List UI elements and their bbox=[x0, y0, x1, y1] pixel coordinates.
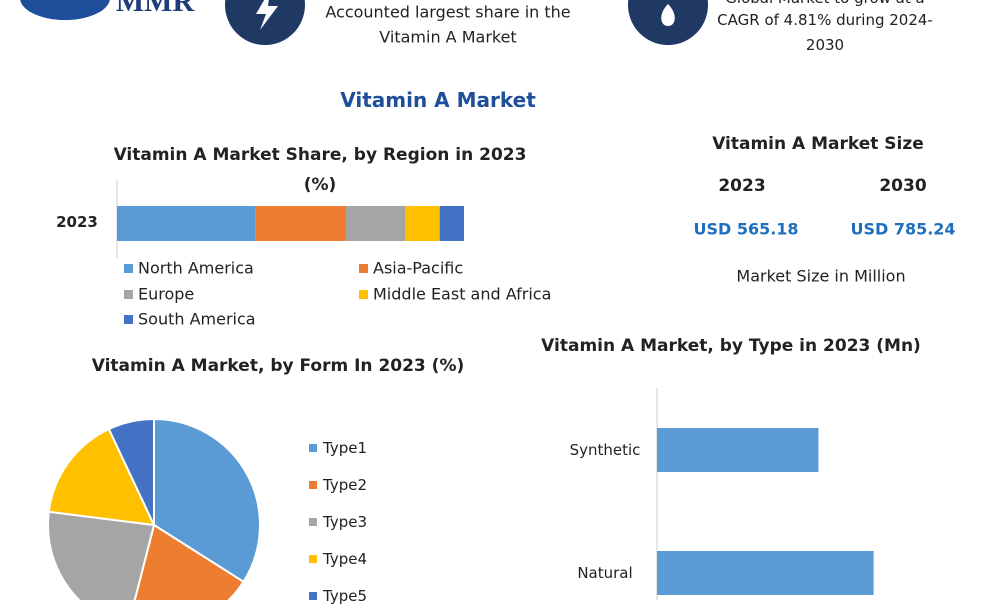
bar bbox=[657, 551, 874, 595]
growth-text: Global Market to grow at a bbox=[725, 0, 924, 7]
share-text: Vitamin A Market bbox=[379, 27, 517, 47]
legend-swatch bbox=[359, 264, 368, 273]
bar-segment bbox=[439, 206, 464, 241]
year-label: 2023 bbox=[718, 176, 766, 196]
bar bbox=[657, 428, 819, 472]
legend-swatch bbox=[309, 555, 317, 563]
legend-swatch bbox=[124, 290, 133, 299]
market-size-note: Market Size in Million bbox=[736, 266, 906, 286]
pie-slice bbox=[107, 417, 155, 526]
legend-label: Type1 bbox=[323, 439, 367, 457]
chart-title: Vitamin A Market Share, by Region in 202… bbox=[113, 145, 527, 195]
bar-segment bbox=[346, 206, 406, 241]
pie-slice bbox=[47, 427, 156, 527]
legend-label: Type5 bbox=[323, 587, 367, 605]
legend-label: Europe bbox=[138, 284, 195, 304]
market-size-value: USD 785.24 bbox=[850, 219, 956, 239]
growth-text: CAGR of 4.81% during 2024- bbox=[717, 11, 933, 29]
market-size-value: USD 565.18 bbox=[693, 219, 799, 239]
flame-icon bbox=[661, 4, 675, 26]
legend-swatch bbox=[309, 518, 317, 526]
lightning-icon bbox=[256, 0, 278, 30]
legend-label: South America bbox=[138, 309, 256, 329]
legend-swatch bbox=[309, 592, 317, 600]
legend-swatch bbox=[359, 290, 368, 299]
growth-text: 2030 bbox=[805, 36, 845, 54]
chart-title: Vitamin A Market, by Form In 2023 (%) bbox=[91, 356, 465, 376]
pie-slice bbox=[47, 510, 156, 600]
bar-segment bbox=[405, 206, 440, 241]
legend-label: Type3 bbox=[323, 513, 367, 531]
legend-swatch bbox=[124, 315, 133, 324]
legend-label: Type4 bbox=[323, 550, 367, 568]
year-label: 2030 bbox=[879, 176, 927, 196]
share-text: Accounted largest share in the bbox=[325, 2, 571, 22]
legend-label: Type2 bbox=[323, 476, 367, 494]
legend-swatch bbox=[309, 481, 317, 489]
market-size-title: Vitamin A Market Size bbox=[712, 134, 924, 154]
legend-label: North America bbox=[138, 258, 254, 278]
category-label: 2023 bbox=[56, 213, 98, 231]
logo-globe bbox=[20, 0, 110, 20]
legend-label: Middle East and Africa bbox=[373, 284, 552, 304]
legend-swatch bbox=[124, 264, 133, 273]
logo-text: MMR bbox=[115, 0, 195, 18]
legend-label: Asia-Pacific bbox=[373, 258, 464, 278]
pie-slice bbox=[133, 523, 245, 600]
chart-title: Vitamin A Market, by Type in 2023 (Mn) bbox=[541, 336, 921, 356]
bar-segment bbox=[117, 206, 256, 241]
main-title: Vitamin A Market bbox=[340, 88, 536, 112]
category-label: Synthetic bbox=[569, 441, 641, 459]
category-label: Natural bbox=[577, 564, 633, 582]
legend-swatch bbox=[309, 444, 317, 452]
bar-segment bbox=[255, 206, 347, 241]
